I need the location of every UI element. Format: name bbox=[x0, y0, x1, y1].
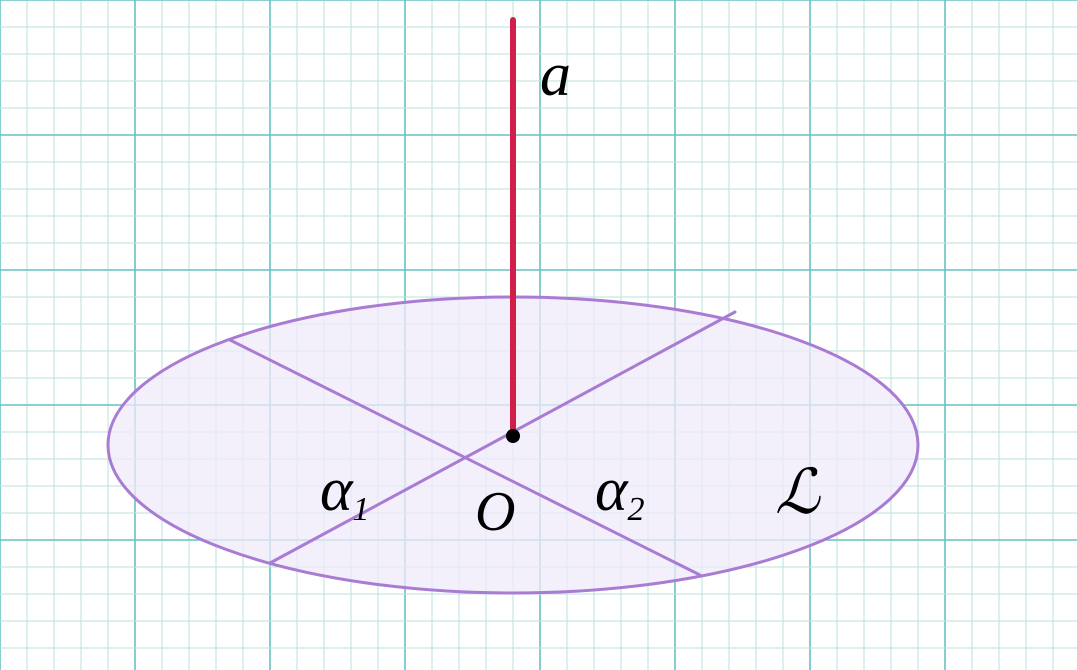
label-origin: O bbox=[475, 480, 515, 544]
label-a: a bbox=[540, 40, 571, 111]
label-alpha-2-base: α bbox=[595, 456, 628, 524]
diagram-canvas: a α1 O α2 ℒ bbox=[0, 0, 1077, 670]
label-plane: ℒ bbox=[775, 455, 820, 529]
label-alpha-2-sub: 2 bbox=[628, 491, 645, 528]
label-alpha-2: α2 bbox=[595, 455, 645, 529]
label-alpha-1-base: α bbox=[320, 456, 353, 524]
diagram-svg bbox=[0, 0, 1077, 670]
label-alpha-1-sub: 1 bbox=[353, 491, 370, 528]
label-alpha-1: α1 bbox=[320, 455, 370, 529]
